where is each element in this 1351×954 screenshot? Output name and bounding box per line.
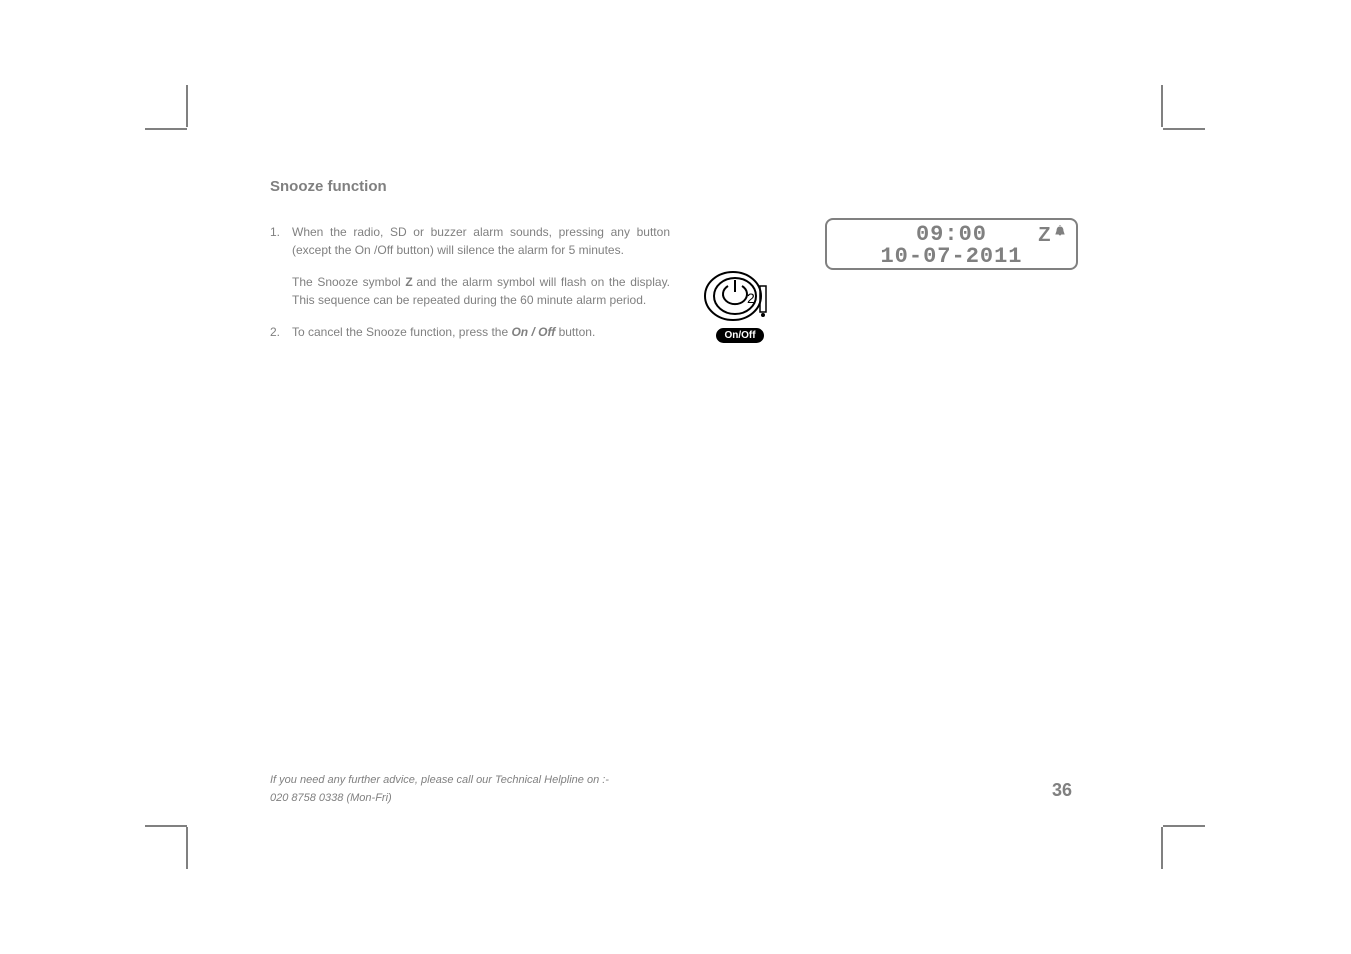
power-button-icon: 2: [700, 270, 780, 325]
crop-mark: [1161, 85, 1163, 127]
bell-icon: [1054, 224, 1066, 238]
on-off-label-pill: On/Off: [716, 328, 763, 343]
lcd-date: 10-07-2011: [827, 244, 1076, 269]
step-1: 1. When the radio, SD or buzzer alarm so…: [270, 223, 670, 259]
step-note: The Snooze symbol Z and the alarm symbol…: [270, 273, 670, 309]
crop-mark: [145, 825, 187, 827]
footer-line1: If you need any further advice, please c…: [270, 772, 609, 790]
step-text: The Snooze symbol Z and the alarm symbol…: [292, 273, 670, 309]
body-column: 1. When the radio, SD or buzzer alarm so…: [270, 223, 670, 341]
crop-mark: [1163, 825, 1205, 827]
step2-pre: To cancel the Snooze function, press the: [292, 325, 511, 339]
crop-mark: [186, 85, 188, 127]
step-text: To cancel the Snooze function, press the…: [292, 323, 670, 341]
crop-mark: [1163, 128, 1205, 130]
crop-mark: [186, 827, 188, 869]
page-number: 36: [1052, 780, 1072, 801]
step-2: 2. To cancel the Snooze function, press …: [270, 323, 670, 341]
step-number-spacer: [270, 273, 292, 309]
crop-mark: [145, 128, 187, 130]
section-heading: Snooze function: [270, 178, 1080, 195]
lcd-snooze-icon: Z: [1038, 224, 1066, 247]
step-text: When the radio, SD or buzzer alarm sound…: [292, 223, 670, 259]
on-off-button-illustration: 2 On/Off: [700, 270, 780, 343]
lcd-z-glyph: Z: [1038, 224, 1050, 246]
step2-post: button.: [555, 325, 595, 339]
on-off-bold: On / Off: [511, 325, 555, 339]
step-number: 1.: [270, 223, 292, 259]
step-number: 2.: [270, 323, 292, 341]
note-pre: The Snooze symbol: [292, 275, 405, 289]
footer-line2: 020 8758 0338 (Mon-Fri): [270, 790, 609, 808]
button-digit: 2: [747, 290, 755, 306]
footer-helpline: If you need any further advice, please c…: [270, 772, 609, 807]
lcd-display: 09:00 10-07-2011 Z: [825, 218, 1078, 270]
crop-mark: [1161, 827, 1163, 869]
